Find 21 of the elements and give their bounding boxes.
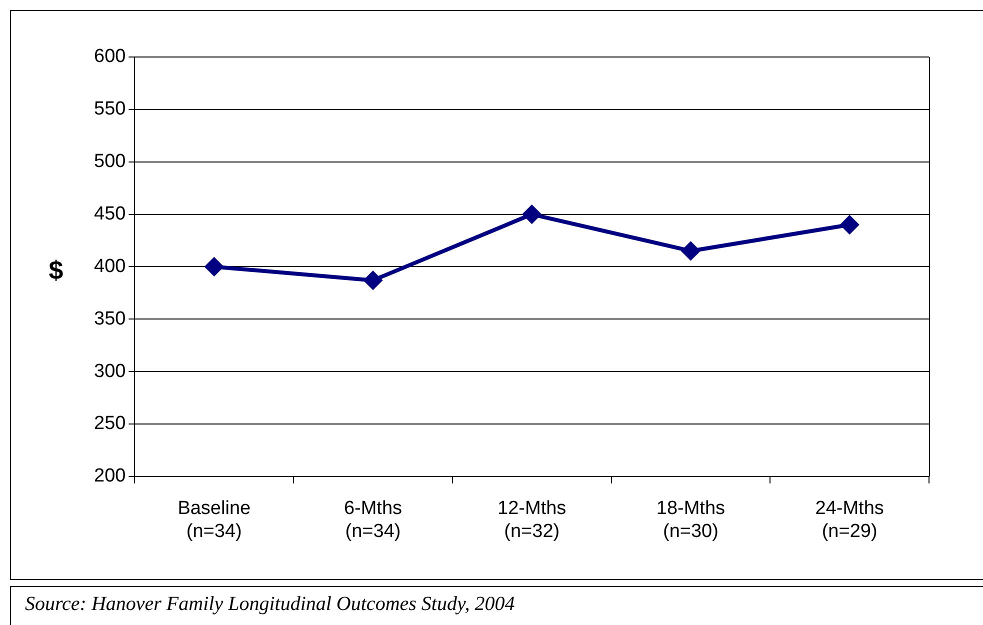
y-axis-title: $	[48, 254, 64, 285]
y-tick-label: 600	[94, 46, 126, 68]
point	[205, 258, 224, 276]
point	[522, 205, 541, 224]
x-tick-label: 18-Mths (n=30)	[656, 498, 726, 542]
y-tick-label: 400	[94, 256, 126, 277]
y-tick-label: 200	[94, 466, 126, 487]
point	[364, 271, 382, 290]
x-tick-label: 12-Mths (n=32)	[498, 498, 566, 542]
y-tick-label: 350	[94, 308, 126, 330]
y-tick-label: 300	[94, 360, 126, 382]
x-tick-label: 24-Mths (n=29)	[815, 498, 884, 542]
y-tick-label: 450	[94, 204, 126, 225]
y-tick-label: 500	[94, 151, 126, 172]
point	[840, 216, 859, 234]
y-tick-label: 250	[94, 413, 126, 434]
x-tick-label: Baseline (n=34)	[178, 498, 251, 542]
y-tick-label: 550	[94, 98, 126, 120]
point	[682, 242, 700, 260]
x-tick-label: 6-Mths (n=34)	[344, 498, 402, 542]
source-note: Source: Hanover Family Longitudinal Outcomes Study, 2004	[10, 586, 983, 625]
